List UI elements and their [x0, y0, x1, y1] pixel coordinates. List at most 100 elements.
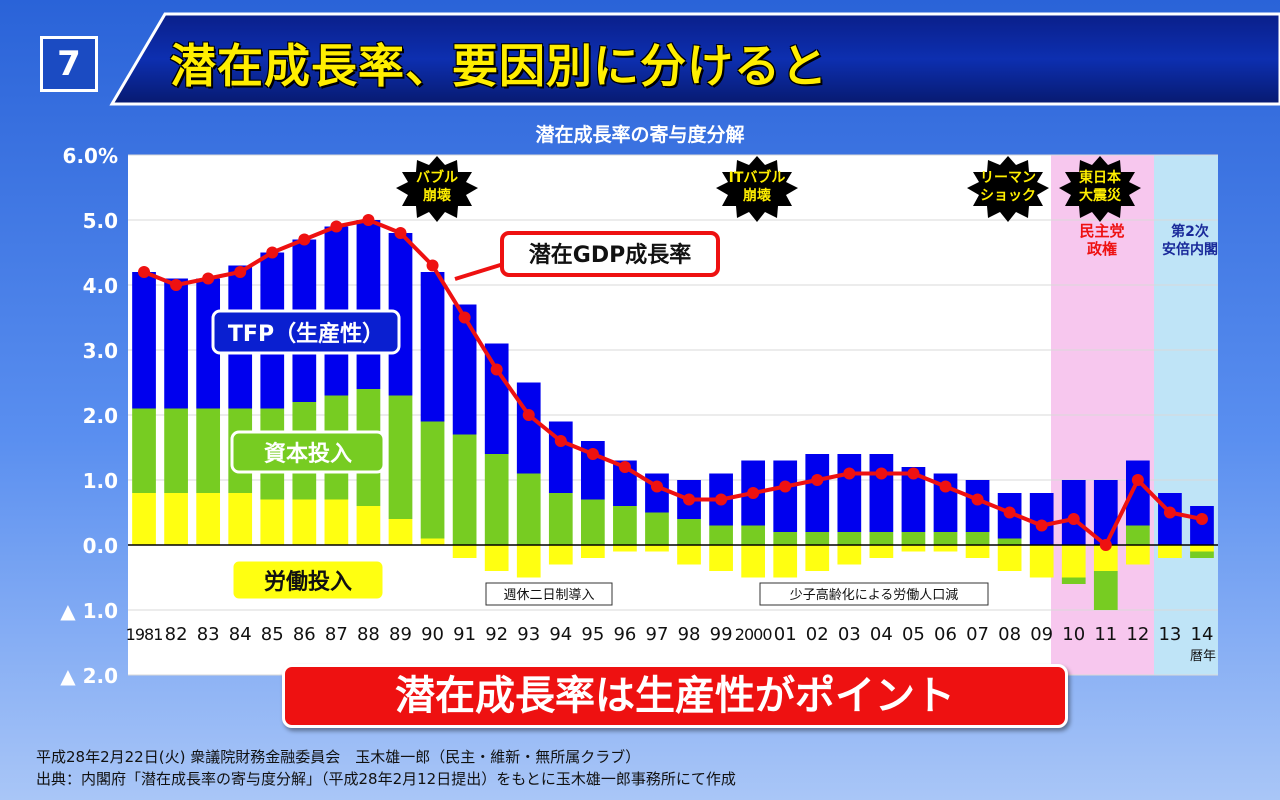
gdp-line-point — [202, 272, 215, 285]
x-tick-label: 14 — [1191, 624, 1214, 645]
tfp-bar — [196, 278, 221, 409]
capital-bar — [805, 532, 830, 545]
x-tick-label: 10 — [1062, 624, 1085, 645]
capital-bar — [709, 525, 733, 545]
capital-bar — [1190, 551, 1214, 558]
labor-bar — [965, 545, 990, 558]
x-axis-unit-label: 暦年 — [1190, 649, 1216, 664]
gdp-growth-callout: 潜在GDP成長率 — [454, 231, 720, 281]
labor-bar — [1029, 545, 1054, 578]
capital-bar — [1061, 577, 1086, 584]
capital-bar — [196, 408, 221, 493]
x-tick-label: 86 — [293, 624, 316, 645]
gdp-line-point — [939, 480, 952, 493]
conclusion-banner: 潜在成長率は生産性がポイント — [282, 664, 1068, 728]
labor-bar — [741, 545, 766, 578]
gdp-line-point — [715, 493, 728, 506]
gdp-line-point — [362, 214, 375, 226]
gdp-line-point — [971, 493, 984, 506]
capital-bar — [452, 434, 477, 545]
gdp-line-point — [170, 279, 183, 291]
gdp-line-point — [1035, 519, 1048, 532]
aging-labor-text: 少子高齢化による労働人口減 — [790, 587, 959, 603]
it-bubble-burst-label: ITバブル崩壊 — [729, 169, 786, 204]
capital-series-label: 資本投入 — [230, 430, 386, 474]
x-tick-label: 08 — [998, 624, 1021, 645]
footer-source: 出典：内閣府「潜在成長率の寄与度分解」（平成28年2月12日提出）をもとに玉木雄… — [36, 770, 736, 788]
x-tick-label: 88 — [357, 624, 380, 645]
x-tick-label: 2000 — [735, 625, 773, 644]
gdp-line-point — [779, 480, 792, 493]
capital-series-label-text: 資本投入 — [264, 441, 352, 467]
tfp-bar — [1029, 493, 1054, 545]
footer-meeting-info: 平成28年2月22日(火) 衆議院財務金融委員会 玉木雄一郎（民主・維新・無所属… — [36, 748, 641, 766]
labor-bar — [869, 545, 894, 558]
it-bubble-burst-callout: ITバブル崩壊 — [716, 156, 798, 222]
five-day-week-annotation: 週休二日制導入 — [485, 582, 613, 606]
x-tick-label: 03 — [838, 624, 861, 645]
tfp-bar — [1061, 480, 1086, 545]
labor-bar — [452, 545, 477, 558]
capital-bar — [164, 408, 188, 493]
y-tick-label: 6.0% — [63, 144, 118, 168]
gdp-line-point — [298, 233, 311, 246]
x-tick-label: 82 — [165, 624, 188, 645]
gdp-line-point — [554, 435, 567, 447]
x-tick-label: 11 — [1094, 624, 1117, 645]
labor-bar — [196, 493, 221, 545]
y-tick-label: 5.0 — [83, 209, 118, 233]
y-axis-ticks: 6.0% 5.0 4.0 3.0 2.0 1.0 0.0 ▲ 1.0 ▲ 2.0 — [60, 144, 118, 688]
tfp-bar — [965, 480, 990, 532]
labor-bar — [1061, 545, 1086, 578]
tfp-bar — [837, 454, 862, 532]
tfp-series-label: TFP（生産性） — [211, 309, 401, 355]
slide-title: 潜在成長率、要因別に分けると — [170, 39, 828, 93]
gdp-line-point — [458, 311, 471, 324]
labor-bar — [997, 545, 1022, 571]
labor-bar — [773, 545, 798, 578]
gdp-line-point — [747, 487, 760, 499]
x-tick-label: 09 — [1030, 624, 1053, 645]
bubble-burst-label: バブル崩壊 — [416, 169, 458, 204]
tfp-bar — [548, 421, 573, 493]
labor-bar — [388, 519, 413, 545]
x-tick-label: 1981 — [126, 625, 163, 644]
gdp-growth-callout-label: 潜在GDP成長率 — [529, 242, 691, 268]
gdp-line-point — [1067, 513, 1080, 525]
x-tick-label: 93 — [517, 624, 540, 645]
capital-bar — [773, 532, 798, 545]
gdp-line-point — [907, 467, 920, 480]
capital-bar — [869, 532, 894, 545]
gdp-growth-line — [138, 214, 1208, 551]
labor-bar — [709, 545, 733, 571]
capital-bar — [901, 532, 926, 545]
x-tick-label: 13 — [1158, 624, 1181, 645]
x-tick-label: 85 — [261, 624, 284, 645]
earthquake-callout: 東日本大震災 — [1059, 156, 1141, 222]
y-tick-label: 0.0 — [83, 534, 118, 558]
tfp-series-label-text: TFP（生産性） — [228, 321, 384, 347]
labor-bar — [805, 545, 830, 571]
labor-bar — [324, 499, 349, 545]
capital-bar — [997, 538, 1022, 545]
labor-series-label: 労働投入 — [230, 558, 386, 602]
labor-bar — [580, 545, 605, 558]
labor-bar — [645, 545, 669, 552]
title-bar: 7 潜在成長率、要因別に分けると — [0, 0, 1280, 110]
labor-bar — [901, 545, 926, 552]
labor-bar — [292, 499, 317, 545]
title-banner-shape — [109, 12, 1280, 106]
gdp-line-point — [875, 467, 888, 480]
gdp-line-point — [811, 474, 824, 486]
gdp-line-point — [266, 246, 279, 259]
x-tick-label: 84 — [229, 624, 252, 645]
capital-bar — [645, 512, 669, 545]
labor-bar — [516, 545, 541, 578]
lehman-shock-callout: リーマンショック — [967, 156, 1049, 222]
gdp-line-point — [426, 259, 439, 272]
labor-bar — [132, 493, 156, 545]
labor-bar — [1093, 545, 1118, 571]
capital-bar — [1125, 525, 1150, 545]
x-tick-label: 99 — [710, 624, 733, 645]
